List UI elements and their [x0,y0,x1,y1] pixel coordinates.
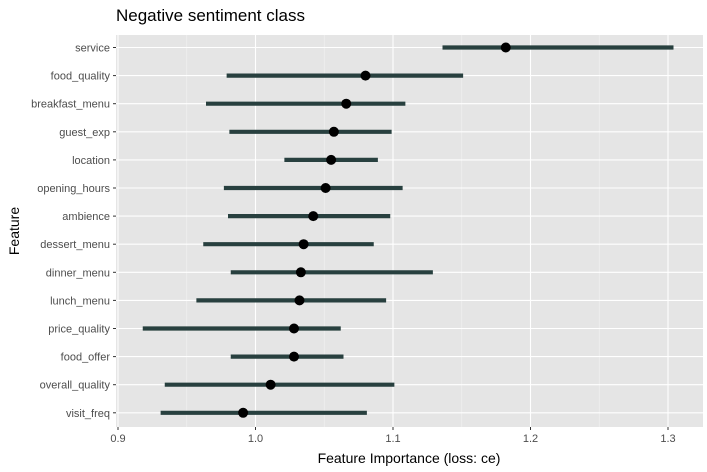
point-food_offer [289,351,299,362]
y-tick-label-dessert_menu: dessert_menu [40,239,110,251]
y-tick-label-service: service [75,43,110,55]
chart-title: Negative sentiment class [116,6,305,25]
point-price_quality [289,323,299,334]
y-tick-label-food_offer: food_offer [61,352,111,364]
y-tick-label-ambience: ambience [62,211,110,223]
x-axis-tick-labels: 0.9 1.0 1.1 1.2 1.3 [110,427,676,445]
point-ambience [308,211,319,222]
y-tick-label-opening_hours: opening_hours [37,183,110,195]
point-dessert_menu [298,239,309,250]
point-food_quality [360,70,371,81]
x-tick-label: 1.3 [660,433,675,445]
y-tick-label-breakfast_menu: breakfast_menu [31,99,110,111]
y-tick-label-guest_exp: guest_exp [59,127,110,139]
x-tick-label: 0.9 [110,433,125,445]
y-tick-label-overall_quality: overall_quality [40,380,111,392]
y-axis-title: Feature [6,207,22,255]
x-tick-label: 1.1 [385,433,400,445]
x-tick-label: 1.0 [248,433,263,445]
y-tick-label-price_quality: price_quality [48,324,110,336]
point-service [500,42,511,53]
y-tick-label-visit_freq: visit_freq [66,408,110,420]
x-tick-label: 1.2 [523,433,538,445]
y-tick-label-location: location [72,155,110,167]
point-overall_quality [265,379,276,390]
y-tick-label-food_quality: food_quality [51,71,111,83]
point-opening_hours [320,183,331,193]
y-tick-label-lunch_menu: lunch_menu [50,295,110,307]
y-tick-label-dinner_menu: dinner_menu [46,267,110,279]
point-location [326,154,337,165]
plot-panel [116,35,703,427]
point-lunch_menu [294,295,305,306]
y-axis-tick-labels: service food_quality breakfast_menu guest_e… [31,43,116,420]
importance-points [238,42,511,418]
point-guest_exp [328,126,339,137]
x-axis-title: Feature Importance (loss: ce) [318,450,501,466]
point-breakfast_menu [341,98,352,109]
error-bars [142,45,674,415]
point-dinner_menu [295,267,306,278]
point-visit_freq [238,407,249,418]
